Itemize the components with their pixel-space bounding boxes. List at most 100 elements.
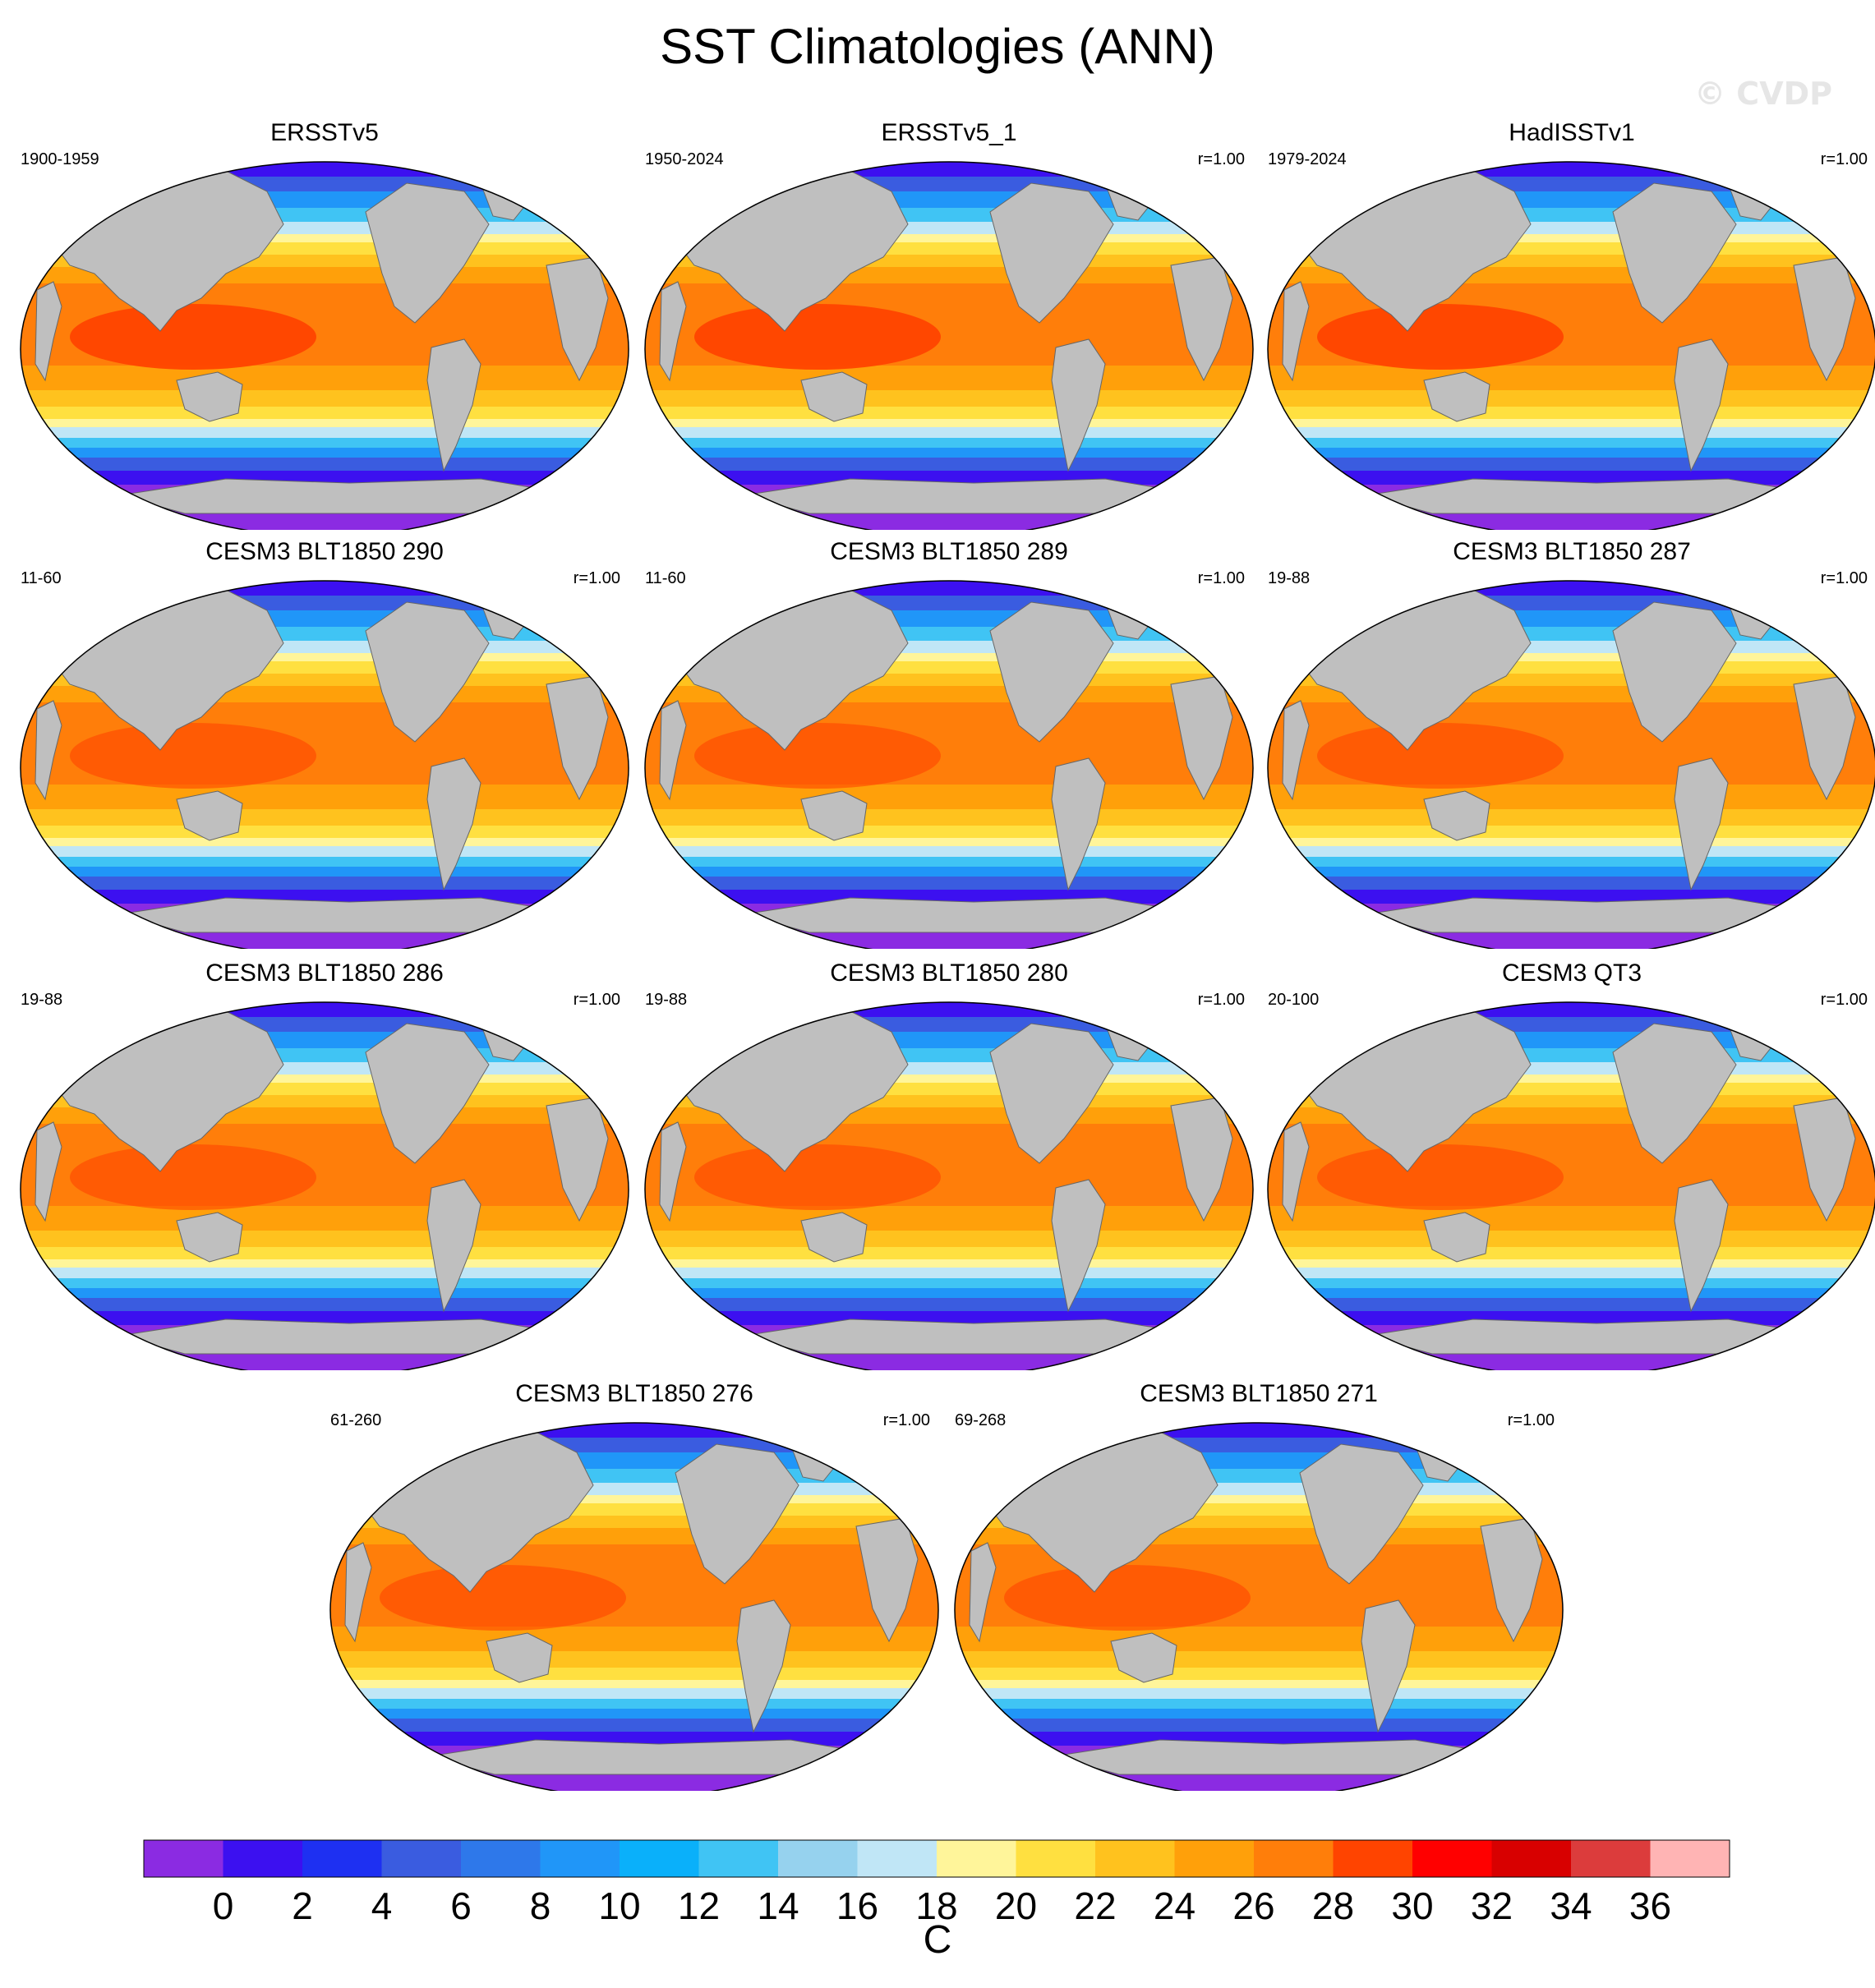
map-border bbox=[644, 1001, 1254, 1370]
sst-band bbox=[1268, 390, 1875, 407]
map-border bbox=[954, 1422, 1564, 1791]
sst-band bbox=[1268, 838, 1875, 846]
sst-band bbox=[1268, 1032, 1875, 1048]
panel-title: CESM3 BLT1850 276 bbox=[515, 1380, 753, 1407]
colorbar-tick-label: 8 bbox=[529, 1884, 551, 1927]
panel-period: 1900-1959 bbox=[21, 150, 99, 168]
panel-correlation: r=1.00 bbox=[1820, 150, 1868, 168]
sst-band bbox=[21, 838, 629, 846]
map-panel: CESM3 QT3 20-100 r=1.00 bbox=[1260, 959, 1875, 1370]
map-border bbox=[329, 1422, 939, 1791]
colorbar-tick-label: 4 bbox=[371, 1884, 393, 1927]
warm-pool bbox=[1317, 1144, 1564, 1210]
land-mass bbox=[486, 1632, 553, 1683]
sst-band bbox=[21, 1278, 629, 1288]
colorbar-segment bbox=[937, 1840, 1016, 1877]
sst-band bbox=[21, 1075, 629, 1083]
land-mass bbox=[1612, 1023, 1737, 1164]
warm-pool bbox=[380, 1565, 626, 1631]
colorbar-tick-label: 0 bbox=[212, 1884, 234, 1927]
panel-period: 69-268 bbox=[955, 1411, 1007, 1429]
sst-band bbox=[955, 1452, 1563, 1469]
panel-title: CESM3 BLT1850 286 bbox=[205, 959, 444, 987]
colorbar-tick-label: 30 bbox=[1391, 1884, 1434, 1927]
land-mass bbox=[675, 1443, 799, 1585]
sst-band bbox=[645, 809, 1253, 826]
colorbar-segment bbox=[1571, 1840, 1651, 1877]
sst-band bbox=[21, 407, 629, 419]
sst-band bbox=[330, 1544, 938, 1569]
sst-band bbox=[1268, 1002, 1875, 1017]
land-mass bbox=[1612, 601, 1737, 743]
colorbar-segment bbox=[620, 1840, 699, 1877]
panel-title: ERSSTv5 bbox=[270, 119, 379, 146]
sst-map bbox=[20, 161, 629, 530]
sst-band bbox=[21, 1032, 629, 1048]
sst-band bbox=[955, 1627, 1563, 1651]
panel-period: 11-60 bbox=[645, 569, 686, 587]
colorbar-tick-label: 18 bbox=[915, 1884, 958, 1927]
sst-band bbox=[1268, 407, 1875, 419]
sst-band bbox=[645, 1075, 1253, 1083]
sst-band bbox=[21, 283, 629, 308]
land-mass bbox=[1674, 757, 1729, 891]
sst-band bbox=[955, 1680, 1563, 1688]
colorbar-segment bbox=[1333, 1840, 1413, 1877]
land-mass bbox=[1674, 1179, 1729, 1313]
map-panel: ERSSTv5 1900-1959 bbox=[12, 119, 637, 530]
sst-band bbox=[1268, 438, 1875, 448]
sst-band bbox=[21, 1206, 629, 1231]
colorbar-segment bbox=[302, 1840, 382, 1877]
sst-band bbox=[1268, 653, 1875, 661]
watermark: © CVDP bbox=[1694, 76, 1832, 112]
sst-band bbox=[21, 177, 629, 191]
land-mass bbox=[989, 182, 1114, 324]
sst-band bbox=[645, 1259, 1253, 1268]
sst-band bbox=[1268, 1231, 1875, 1247]
sst-band bbox=[1268, 1206, 1875, 1231]
sst-band bbox=[1268, 867, 1875, 877]
sst-band bbox=[645, 581, 1253, 596]
sst-band bbox=[1268, 1124, 1875, 1148]
land-mass bbox=[1282, 1121, 1310, 1222]
colorbar-tick-label: 22 bbox=[1074, 1884, 1117, 1927]
land-mass bbox=[1110, 1632, 1177, 1683]
sst-band bbox=[1268, 596, 1875, 610]
colorbar-tick-label: 32 bbox=[1470, 1884, 1513, 1927]
sst-band bbox=[645, 702, 1253, 727]
sst-band bbox=[21, 1298, 629, 1311]
sst-band bbox=[21, 846, 629, 857]
sst-band bbox=[1268, 448, 1875, 458]
sst-band bbox=[645, 1298, 1253, 1311]
panel-period: 20-100 bbox=[1268, 991, 1320, 1009]
sst-band bbox=[21, 1268, 629, 1278]
land-mass bbox=[1299, 1443, 1424, 1585]
land-mass bbox=[365, 182, 490, 324]
sst-map bbox=[644, 161, 1254, 530]
sst-band bbox=[330, 1627, 938, 1651]
sst-band bbox=[1268, 283, 1875, 308]
sst-band bbox=[955, 1668, 1563, 1680]
sst-band bbox=[21, 234, 629, 242]
colorbar-tick-label: 14 bbox=[757, 1884, 799, 1927]
sst-band bbox=[955, 1438, 1563, 1452]
sst-band bbox=[1268, 1278, 1875, 1288]
sst-band bbox=[955, 1719, 1563, 1732]
land-mass bbox=[365, 1023, 490, 1164]
sst-band bbox=[21, 448, 629, 458]
colorbar-tick-label: 2 bbox=[292, 1884, 313, 1927]
colorbar-segment bbox=[381, 1840, 462, 1877]
sst-band bbox=[21, 867, 629, 877]
colorbar-tick-label: 26 bbox=[1232, 1884, 1275, 1927]
map-border bbox=[644, 580, 1254, 949]
sst-map bbox=[1267, 580, 1875, 949]
panel-correlation: r=1.00 bbox=[573, 991, 620, 1009]
sst-band bbox=[645, 177, 1253, 191]
sst-band bbox=[645, 826, 1253, 838]
map-border bbox=[20, 161, 629, 530]
colorbar-tick-label: 24 bbox=[1153, 1884, 1196, 1927]
warm-pool bbox=[694, 723, 941, 789]
colorbar-tick-label: 20 bbox=[994, 1884, 1038, 1927]
sst-band bbox=[330, 1452, 938, 1469]
sst-band bbox=[645, 1247, 1253, 1259]
